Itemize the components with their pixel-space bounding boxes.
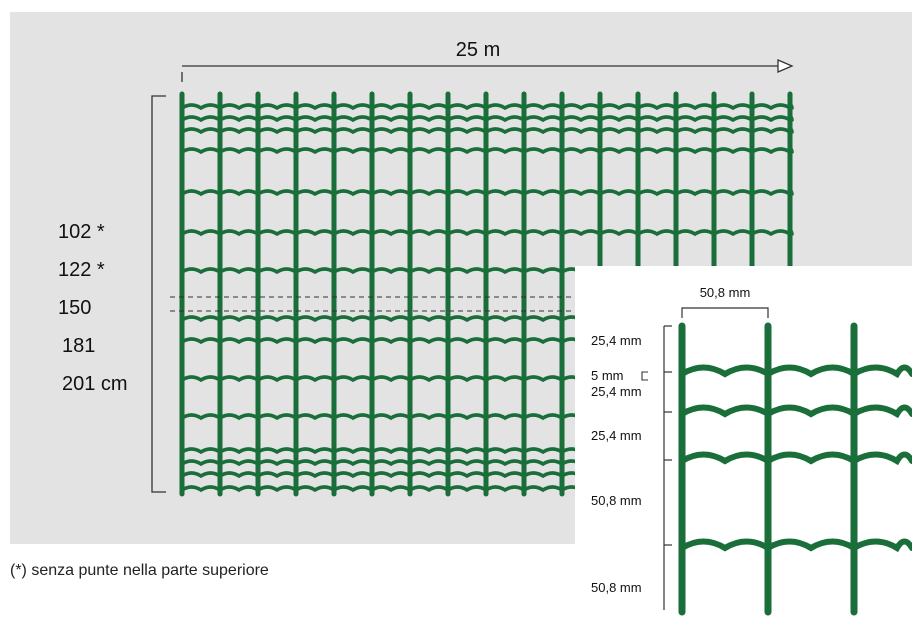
spacing-bracket-horizontal (681, 307, 769, 318)
spacing-ruler-vertical (663, 325, 672, 610)
length-label: 25 m (456, 39, 500, 61)
five-mm-bracket (641, 371, 648, 381)
horizontal-wire (679, 404, 912, 419)
spacing-labels: 25,4 mm 5 mm 25,4 mm 25,4 mm 50,8 mm 50,… (591, 333, 642, 595)
height-label: 102 * (58, 221, 105, 243)
horizontal-wire (679, 364, 912, 379)
height-labels: 102 * 122 * 150 181 201 cm (58, 221, 128, 395)
height-label: 122 * (58, 259, 105, 281)
welded-mesh-detail (678, 322, 912, 616)
height-label: 150 (58, 297, 91, 319)
horizontal-wire (180, 229, 794, 237)
horizontal-wire (180, 189, 794, 197)
height-label: 201 cm (62, 373, 128, 395)
horizontal-wire (679, 538, 912, 553)
height-bracket (151, 95, 166, 493)
horizontal-wire (679, 451, 912, 466)
spacing-label-horizontal: 50,8 mm (700, 285, 751, 300)
footnote: (*) senza punte nella parte superiore (10, 562, 269, 579)
spacing-label: 5 mm (591, 368, 624, 383)
spacing-label: 50,8 mm (591, 580, 642, 595)
horizontal-wire (180, 103, 794, 111)
horizontal-wire (180, 147, 794, 155)
spacing-label: 25,4 mm (591, 428, 642, 443)
spacing-label: 25,4 mm (591, 333, 642, 348)
height-label: 181 (62, 335, 95, 357)
detail-panel (575, 266, 912, 620)
spacing-label: 25,4 mm (591, 384, 642, 399)
horizontal-wire (180, 115, 794, 123)
horizontal-wire (180, 127, 794, 135)
length-dimension (181, 59, 794, 82)
spacing-label: 50,8 mm (591, 493, 642, 508)
